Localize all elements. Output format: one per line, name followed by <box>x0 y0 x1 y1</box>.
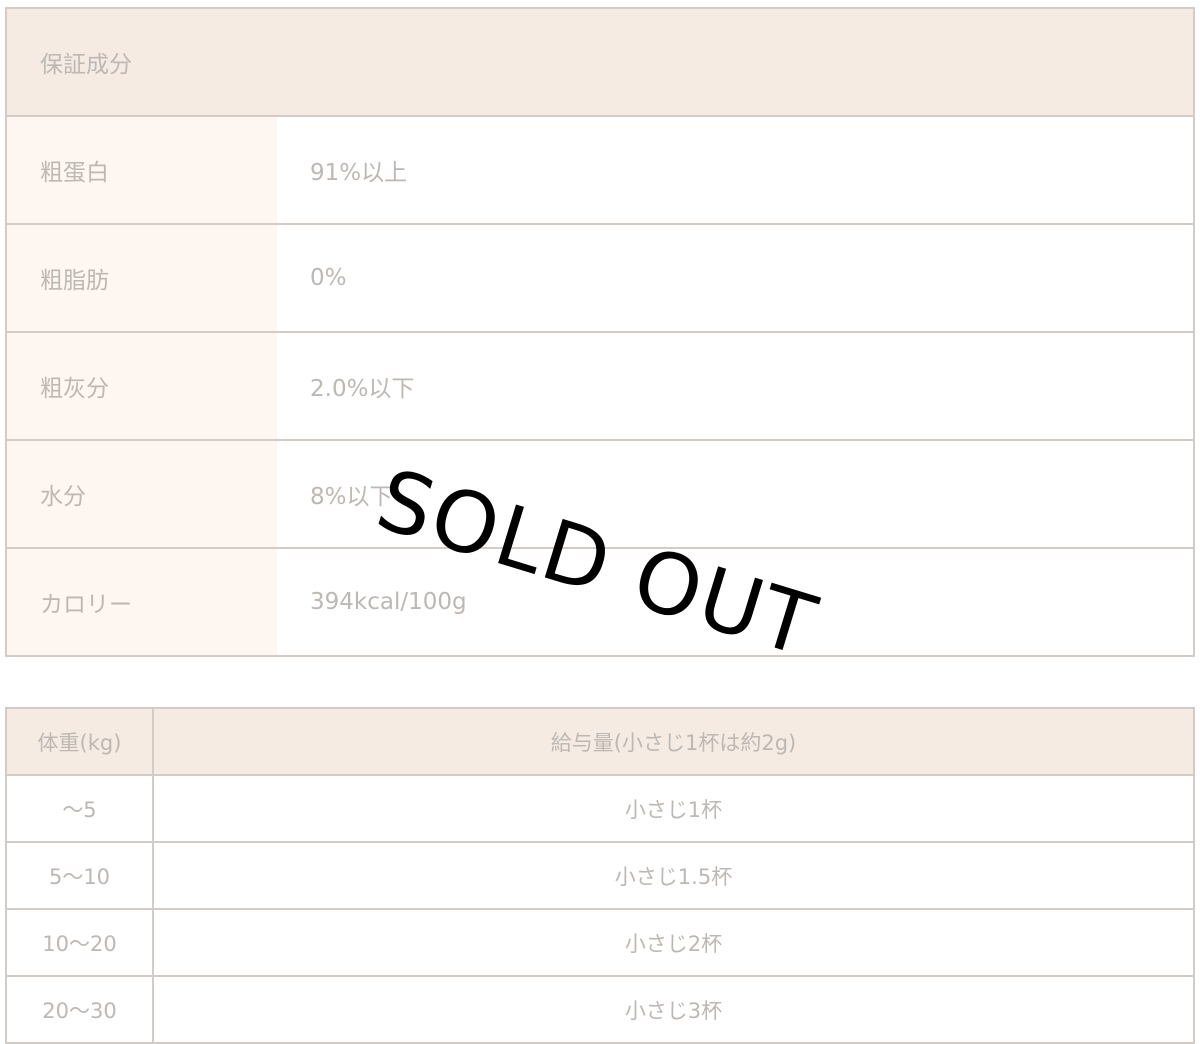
amount-cell: 小さじ2杯 <box>152 908 1195 977</box>
row-value: 2.0%以下 <box>277 331 1195 441</box>
row-value: 394kcal/100g <box>277 547 1195 657</box>
amount-cell: 小さじ1杯 <box>152 774 1195 843</box>
row-value: 8%以下 <box>277 439 1195 549</box>
header-amount: 給与量(小さじ1杯は約2g) <box>152 707 1195 776</box>
header-weight: 体重(kg) <box>5 707 154 776</box>
weight-cell: 10～20 <box>5 908 154 977</box>
amount-cell: 小さじ3杯 <box>152 975 1195 1044</box>
table-row: 粗脂肪 0% <box>5 223 1195 333</box>
table-row: 5～10 小さじ1.5杯 <box>5 841 1195 910</box>
weight-cell: 5～10 <box>5 841 154 910</box>
row-label: カロリー <box>5 547 277 657</box>
table-row: ～5 小さじ1杯 <box>5 774 1195 843</box>
row-value: 0% <box>277 223 1195 333</box>
row-label: 粗脂肪 <box>5 223 277 333</box>
table-row: 20～30 小さじ3杯 <box>5 975 1195 1044</box>
table-row: 10～20 小さじ2杯 <box>5 908 1195 977</box>
table-row: 粗蛋白 91%以上 <box>5 115 1195 225</box>
row-label: 粗灰分 <box>5 331 277 441</box>
weight-cell: 20～30 <box>5 975 154 1044</box>
row-label: 水分 <box>5 439 277 549</box>
table-title: 保証成分 <box>5 7 1195 117</box>
table-row: 粗灰分 2.0%以下 <box>5 331 1195 441</box>
weight-cell: ～5 <box>5 774 154 843</box>
row-value: 91%以上 <box>277 115 1195 225</box>
amount-cell: 小さじ1.5杯 <box>152 841 1195 910</box>
table-row: カロリー 394kcal/100g <box>5 547 1195 657</box>
table-row: 水分 8%以下 <box>5 439 1195 549</box>
guaranteed-analysis-table: 保証成分 粗蛋白 91%以上 粗脂肪 0% 粗灰分 2.0%以下 水分 8%以下 カロリ… <box>5 7 1195 657</box>
feeding-table: 体重(kg) 給与量(小さじ1杯は約2g) ～5 小さじ1杯 5～10 小さじ1.5杯… <box>5 707 1195 1044</box>
row-label: 粗蛋白 <box>5 115 277 225</box>
